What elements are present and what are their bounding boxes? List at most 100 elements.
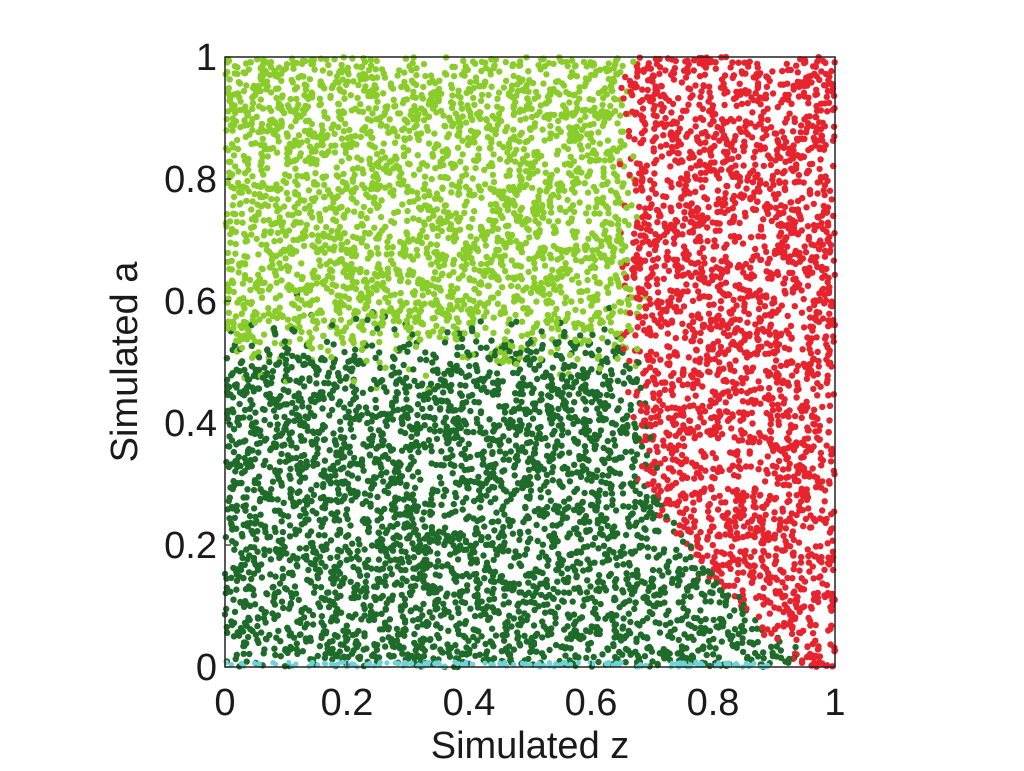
- scatter-point: [475, 473, 482, 481]
- scatter-point: [824, 279, 831, 286]
- scatter-point: [378, 464, 385, 471]
- scatter-point: [421, 221, 428, 228]
- scatter-point: [277, 264, 285, 272]
- scatter-point: [568, 57, 576, 64]
- scatter-point: [585, 218, 593, 225]
- scatter-point: [789, 575, 796, 582]
- scatter-point: [585, 337, 592, 345]
- scatter-point: [471, 285, 478, 293]
- scatter-point: [549, 463, 557, 471]
- scatter-point: [480, 552, 487, 559]
- scatter-point: [603, 391, 611, 399]
- scatter-point: [632, 187, 640, 194]
- scatter-point: [500, 188, 507, 195]
- scatter-point: [567, 645, 574, 652]
- scatter-point: [457, 100, 465, 107]
- scatter-point: [267, 571, 274, 578]
- scatter-point: [268, 374, 276, 381]
- scatter-point: [633, 160, 641, 167]
- scatter-point: [463, 587, 471, 594]
- scatter-point: [652, 332, 659, 339]
- scatter-point: [294, 295, 301, 302]
- scatter-point: [417, 307, 425, 314]
- scatter-point: [506, 522, 514, 530]
- scatter-point: [455, 275, 462, 282]
- scatter-point: [518, 318, 526, 325]
- scatter-point: [551, 311, 558, 318]
- scatter-point: [662, 239, 669, 246]
- scatter-point: [830, 123, 838, 130]
- scatter-point: [414, 135, 422, 142]
- scatter-point: [704, 508, 712, 515]
- scatter-point: [251, 520, 259, 527]
- scatter-point: [620, 95, 627, 102]
- scatter-point: [642, 121, 649, 128]
- scatter-point: [548, 209, 555, 216]
- scatter-point: [568, 276, 576, 283]
- scatter-point: [338, 69, 345, 76]
- scatter-point: [672, 334, 679, 342]
- scatter-point: [508, 257, 515, 264]
- scatter-point: [776, 526, 783, 534]
- scatter-point: [715, 654, 723, 661]
- scatter-point: [455, 609, 462, 617]
- scatter-point: [694, 377, 701, 384]
- scatter-point: [611, 96, 619, 103]
- scatter-point: [364, 409, 371, 417]
- scatter-point: [391, 291, 398, 298]
- scatter-point: [294, 271, 301, 278]
- scatter-point: [306, 329, 313, 336]
- scatter-point: [481, 523, 488, 530]
- scatter-point: [518, 398, 525, 406]
- scatter-point: [438, 563, 446, 570]
- scatter-point: [383, 287, 391, 294]
- scatter-point: [659, 401, 666, 409]
- scatter-point: [701, 146, 708, 153]
- scatter-point: [548, 380, 556, 388]
- scatter-point: [347, 284, 354, 291]
- scatter-point: [794, 69, 801, 76]
- scatter-point: [692, 188, 699, 195]
- scatter-point: [239, 280, 247, 287]
- scatter-point: [760, 216, 767, 223]
- scatter-point: [743, 185, 750, 192]
- scatter-point: [556, 452, 563, 459]
- scatter-point: [699, 105, 706, 113]
- scatter-point: [419, 405, 426, 413]
- scatter-point: [769, 401, 776, 408]
- scatter-point: [669, 482, 676, 489]
- scatter-point: [568, 298, 575, 305]
- scatter-point: [272, 413, 280, 421]
- scatter-point: [815, 246, 823, 253]
- scatter-point: [518, 332, 525, 340]
- scatter-point: [312, 325, 320, 332]
- scatter-point: [612, 596, 619, 603]
- scatter-point: [609, 430, 616, 437]
- scatter-point: [687, 513, 695, 520]
- scatter-point: [384, 244, 391, 251]
- scatter-point: [230, 144, 237, 151]
- scatter-point: [592, 204, 600, 211]
- scatter-point: [246, 276, 254, 284]
- scatter-point: [716, 599, 723, 606]
- scatter-point: [565, 589, 573, 596]
- scatter-point: [813, 253, 820, 261]
- scatter-point: [320, 230, 327, 237]
- scatter-point: [309, 428, 316, 435]
- scatter-point: [812, 128, 820, 136]
- scatter-point: [377, 122, 384, 129]
- scatter-point: [485, 91, 492, 99]
- scatter-point: [438, 480, 445, 487]
- scatter-point: [264, 165, 271, 172]
- scatter-point: [707, 483, 715, 491]
- scatter-point: [661, 589, 669, 596]
- scatter-point: [321, 532, 328, 539]
- scatter-point: [617, 429, 625, 436]
- scatter-point: [273, 94, 280, 102]
- scatter-point: [588, 399, 595, 406]
- scatter-point: [611, 622, 618, 629]
- scatter-point: [698, 448, 705, 455]
- scatter-point: [431, 643, 438, 650]
- scatter-point: [282, 255, 289, 262]
- scatter-point: [296, 335, 304, 343]
